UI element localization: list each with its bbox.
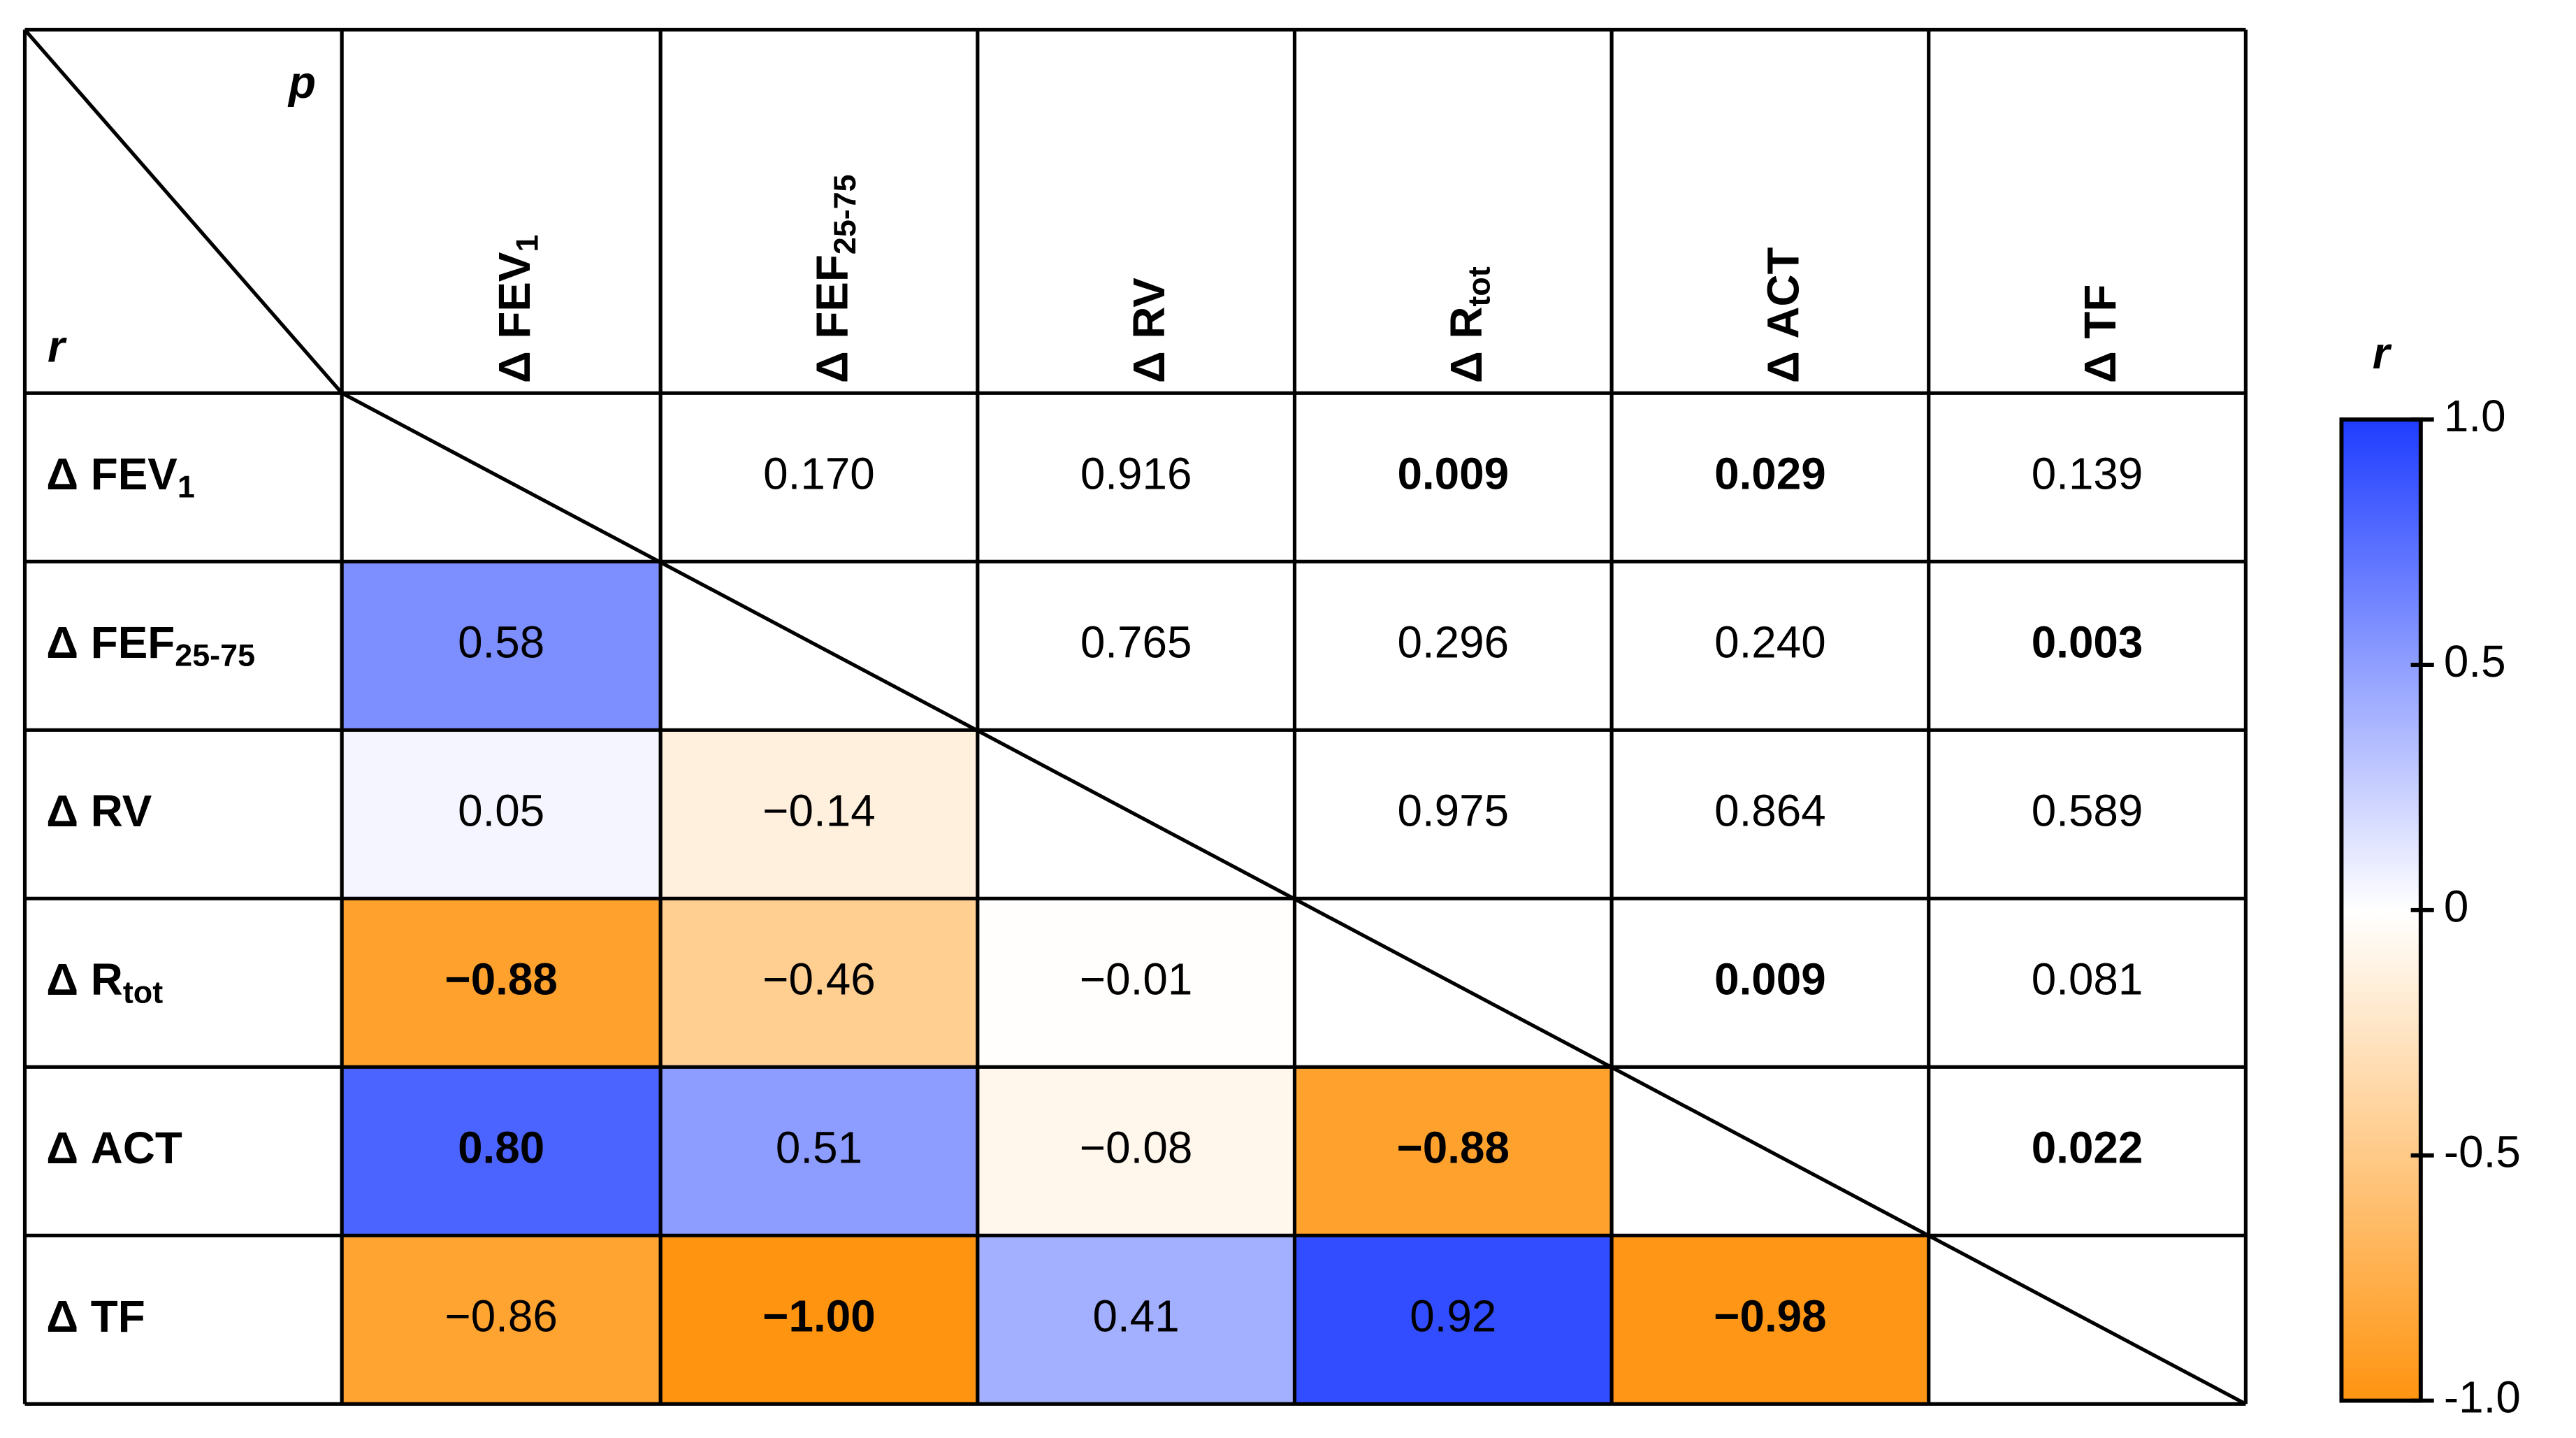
row-label-sub: 25-75 [175, 637, 255, 673]
p-value-label: 0.589 [2032, 786, 2143, 836]
column-label-main: Δ R [1441, 307, 1491, 384]
r-value-label: −0.08 [1080, 1123, 1192, 1173]
column-label-sub: 25-75 [827, 174, 862, 254]
row-label: Δ TF [46, 1291, 145, 1342]
heat-cell [977, 898, 1295, 1067]
r-value-label: −0.88 [444, 954, 557, 1005]
column-label-sub: tot [1461, 266, 1496, 306]
heat-cell [342, 1067, 661, 1236]
table-grid [22, 27, 2248, 1406]
heat-cell [1294, 1067, 1612, 1236]
heat-cell [660, 1067, 978, 1236]
p-value-label: 0.170 [763, 449, 875, 499]
row-label: Δ FEV1 [46, 449, 195, 505]
column-label: Δ ACT [1758, 247, 1808, 383]
colorbar-tick-label: -1.0 [2444, 1372, 2521, 1422]
r-value-label: 0.05 [458, 786, 544, 836]
column-label-main: Δ ACT [1758, 247, 1808, 383]
p-value-label: 0.081 [2032, 954, 2143, 1005]
colorbar-tick-label: 1.0 [2444, 391, 2506, 441]
row-label-sub: 1 [178, 468, 195, 504]
r-value-label: −0.98 [1714, 1291, 1826, 1342]
column-label: Δ FEV1 [489, 235, 545, 384]
r-value-label: −0.14 [762, 786, 875, 836]
row-label: Δ RV [46, 786, 152, 836]
p-value-label: 0.009 [1397, 449, 1509, 499]
p-value-label: 0.916 [1080, 449, 1192, 499]
column-label-main: Δ FEF [806, 254, 857, 383]
heat-cell [342, 1235, 661, 1404]
row-label-main: Δ FEV [46, 449, 178, 499]
r-value-label: −0.86 [444, 1291, 557, 1342]
column-label-sub: 1 [509, 235, 544, 252]
r-value-label: 0.51 [776, 1123, 862, 1173]
p-value-label: 0.975 [1397, 786, 1509, 836]
row-label: Δ FEF25-75 [46, 617, 255, 673]
r-value-label: −0.01 [1080, 954, 1192, 1005]
p-value-label: 0.139 [2032, 449, 2143, 499]
heat-cell [342, 561, 661, 731]
heat-cell [660, 730, 978, 899]
row-label-sub: tot [123, 974, 163, 1009]
column-label: Δ TF [2075, 285, 2125, 383]
p-value-label: 0.765 [1080, 617, 1192, 668]
p-value-label: 0.022 [2032, 1123, 2143, 1173]
r-value-label: 0.41 [1093, 1291, 1180, 1342]
colorbar-tick-label: -0.5 [2444, 1127, 2521, 1177]
p-value-label: 0.864 [1714, 786, 1826, 836]
heat-cell [977, 1235, 1295, 1404]
row-label-main: Δ RV [46, 786, 152, 836]
heat-cell [342, 730, 661, 899]
heat-cell [660, 898, 978, 1067]
heat-cell [1294, 1235, 1612, 1404]
heat-cell [342, 898, 661, 1067]
column-label: Δ RV [1124, 278, 1174, 383]
p-value-label: 0.009 [1714, 954, 1826, 1005]
heat-cell [1612, 1235, 1929, 1404]
row-label-main: Δ TF [46, 1291, 145, 1342]
colorbar-title: r [2373, 328, 2392, 378]
p-value-label: 0.003 [2032, 617, 2143, 668]
corner-top-label: p [287, 57, 316, 108]
row-label-main: Δ FEF [46, 617, 175, 668]
heat-cell [977, 1067, 1295, 1236]
p-value-label: 0.240 [1714, 617, 1826, 668]
r-value-label: 0.92 [1410, 1291, 1496, 1342]
r-value-label: −0.88 [1397, 1123, 1510, 1173]
row-label-main: Δ R [46, 954, 123, 1005]
cells: 0.170 0.916 0.009 0.029 0.139 0.58 0.765 0.296 0… [342, 449, 2143, 1404]
colorbar [2339, 417, 2423, 1403]
column-label: Δ Rtot [1441, 266, 1497, 383]
column-label-main: Δ FEV [489, 252, 540, 383]
r-value-label: −0.46 [762, 954, 875, 1005]
colorbar-tick-label: 0 [2444, 882, 2468, 932]
row-label: Δ ACT [46, 1123, 182, 1173]
column-label-main: Δ TF [2075, 285, 2125, 383]
r-value-label: −1.00 [762, 1291, 875, 1342]
r-value-label: 0.80 [458, 1123, 544, 1173]
row-label-main: Δ ACT [46, 1123, 182, 1173]
column-label-main: Δ RV [1124, 278, 1174, 383]
corner-diagonal [23, 28, 344, 395]
heat-cell [660, 1235, 978, 1404]
matrix-diagonal [340, 391, 2247, 1406]
colorbar-tick-label: 0.5 [2444, 636, 2506, 686]
p-value-label: 0.029 [1714, 449, 1826, 499]
r-value-label: 0.58 [458, 617, 544, 668]
p-value-label: 0.296 [1397, 617, 1509, 668]
column-label: Δ FEF25-75 [806, 174, 862, 383]
corner-bottom-label: r [48, 322, 67, 372]
row-label: Δ Rtot [46, 954, 163, 1010]
